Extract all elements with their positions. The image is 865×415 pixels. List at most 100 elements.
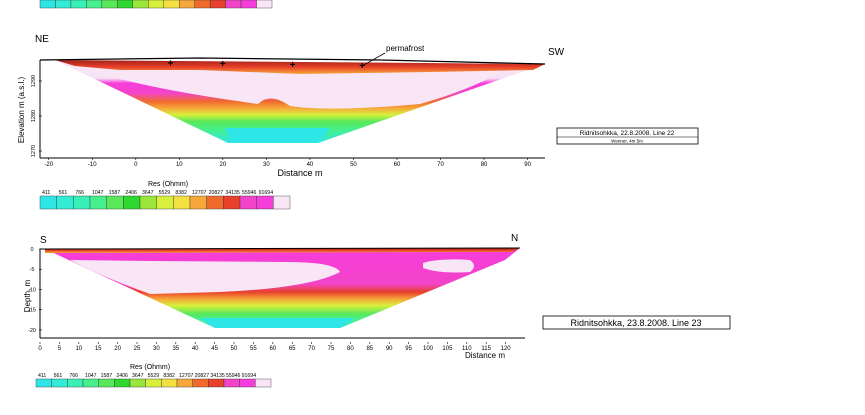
legend-break-label: 91694 (242, 373, 257, 379)
x-tick-label: 5 (58, 346, 62, 352)
y-axis-label: Depth, m (23, 279, 32, 312)
info-title: Ridnitsohkka, 23.8.2008. Line 23 (570, 318, 701, 328)
y-tick-label: -5 (30, 267, 35, 273)
x-tick-label: 50 (231, 346, 238, 352)
y-tick-label: 1280 (31, 110, 37, 122)
x-tick-label: 40 (192, 346, 199, 352)
topography-line (39, 247, 521, 250)
x-tick-label: 105 (442, 346, 453, 352)
legend-break-label: 5529 (148, 373, 160, 379)
x-tick-label: 60 (269, 346, 276, 352)
x-tick-label: 70 (308, 346, 315, 352)
y-tick-label: -10 (28, 287, 36, 293)
x-tick-label: 60 (394, 162, 401, 168)
electrode-marker: + (220, 59, 226, 70)
legend-swatch (161, 378, 178, 388)
info-box: Ridnitsohkka, 22.8.2008. Line 22 Wenner,… (556, 127, 699, 145)
legend-break-label: 2406 (125, 190, 137, 196)
y-tick-label: -15 (28, 308, 36, 314)
x-tick-label: 120 (501, 346, 512, 352)
legend-swatch (129, 378, 146, 388)
surface-layer (55, 60, 545, 74)
high-resistivity-blob-left (130, 69, 160, 75)
legend-swatch (239, 195, 257, 210)
legend-swatch (51, 378, 68, 388)
legend-swatch (39, 195, 57, 210)
legend-break-label: 34135 (225, 190, 240, 196)
x-tick-label: 95 (405, 346, 412, 352)
x-tick-label: -10 (88, 162, 97, 168)
legend-swatch (117, 0, 134, 9)
high-resistivity-core-right (423, 259, 474, 273)
info-title: Ridnitsohkka, 22.8.2008. Line 22 (580, 130, 675, 137)
legend-swatch (89, 195, 107, 210)
legend-swatch (173, 195, 191, 210)
legend-swatch (239, 378, 256, 388)
x-tick-label: 80 (347, 346, 354, 352)
legend-swatch (67, 378, 84, 388)
x-tick-label: 75 (328, 346, 335, 352)
legend-swatch (192, 378, 209, 388)
legend-break-label: 411 (38, 373, 46, 379)
info-box: Ridnitsohkka, 23.8.2008. Line 23 (542, 315, 731, 330)
legend-swatch (98, 378, 115, 388)
legend-title: Res (Ohmm) (148, 181, 188, 188)
direction-label-left: NE (35, 34, 49, 45)
legend-break-label: 20827 (195, 373, 210, 379)
high-resistivity-core-main (70, 260, 340, 294)
legend-swatch (163, 0, 180, 9)
x-tick-label: 45 (211, 346, 218, 352)
y-tick-label: 1270 (31, 145, 37, 157)
legend-break-label: 1587 (109, 190, 121, 196)
legend-break-label: 766 (69, 373, 78, 379)
x-axis-label: Distance m (277, 168, 322, 178)
legend-swatch (189, 195, 207, 210)
x-tick-label: 110 (462, 346, 472, 352)
legend-swatch (35, 378, 52, 388)
x-tick-label: 55 (250, 346, 257, 352)
legend-swatch (273, 195, 291, 210)
legend-swatch (255, 378, 272, 388)
y-tick-labels: 0 -5 -10 -15 -20 (28, 247, 42, 334)
x-tick-label: 15 (95, 346, 102, 352)
x-tick-label: 40 (307, 162, 314, 168)
legend-break-label: 1047 (85, 373, 97, 379)
direction-label-right: N (511, 233, 518, 244)
section-line-22: + + + + -20 -10 0 10 20 30 40 50 60 70 80 90 129012801… (17, 34, 699, 210)
legend-swatch (178, 0, 195, 9)
legend-swatch (123, 195, 141, 210)
legend-swatch (114, 378, 131, 388)
x-tick-label: 50 (350, 162, 357, 168)
x-tick-labels: -20 -10 0 10 20 30 40 50 60 70 80 90 (44, 158, 532, 168)
x-tick-label: 10 (75, 346, 82, 352)
legend-swatch (132, 0, 149, 9)
legend-swatch (106, 195, 124, 210)
legend-break-label: 20827 (209, 190, 224, 196)
legend-swatch (82, 378, 99, 388)
legend-swatch (139, 195, 157, 210)
x-tick-label: 100 (423, 346, 434, 352)
x-tick-label: 35 (172, 346, 179, 352)
legend-swatch (223, 378, 240, 388)
x-tick-label: 20 (220, 162, 227, 168)
permafrost-annotation: permafrost (386, 44, 425, 53)
legend-swatch (223, 195, 241, 210)
direction-label-right: SW (548, 47, 565, 58)
surface-layer (45, 248, 520, 253)
x-tick-label: 0 (134, 162, 138, 168)
legend-swatch (55, 0, 72, 9)
x-tick-label: 90 (386, 346, 393, 352)
x-tick-label: 25 (134, 346, 141, 352)
x-tick-label: 90 (524, 162, 531, 168)
legend-swatch (256, 195, 274, 210)
y-tick-label: 0 (30, 247, 33, 253)
legend-swatch (225, 0, 242, 9)
color-legend: 411 561 766 1047 1587 2406 3647 5529 8382 12707 20… (35, 373, 272, 388)
legend-break-label: 3647 (142, 190, 154, 196)
y-axis-label: Elevation m (a.s.l.) (17, 77, 26, 144)
legend-break-label: 5529 (159, 190, 171, 196)
legend-swatch (101, 0, 118, 9)
legend-break-label: 55946 (242, 190, 257, 196)
